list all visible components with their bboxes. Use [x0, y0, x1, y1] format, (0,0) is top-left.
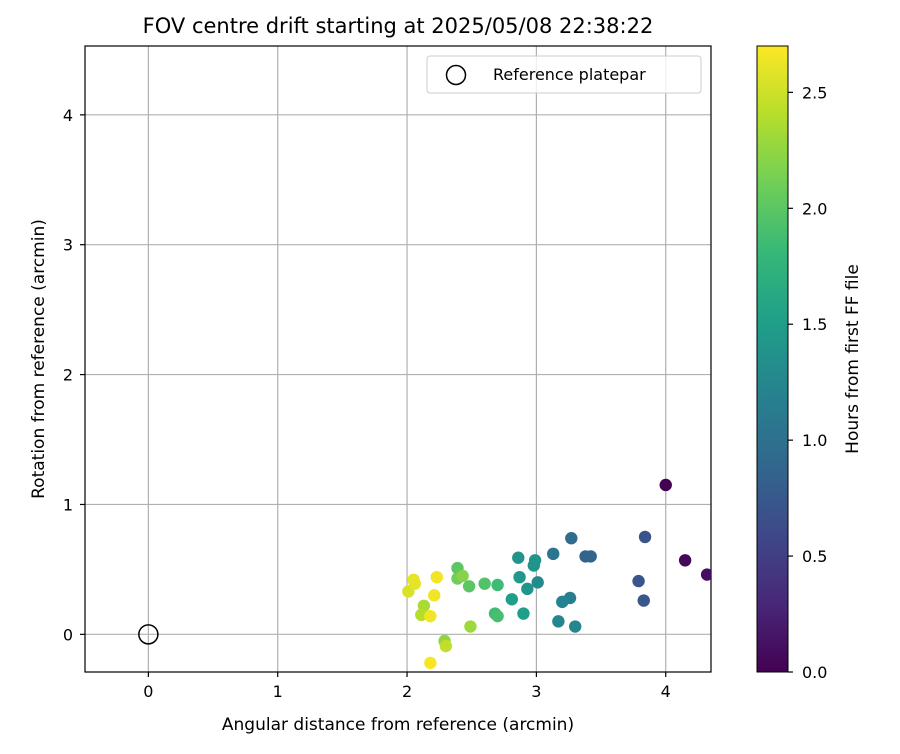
scatter-point — [678, 554, 692, 567]
y-tick-label: 0 — [63, 625, 73, 644]
scatter-point — [424, 656, 437, 670]
colorbar-tick-label: 1.5 — [802, 315, 827, 334]
scatter-point — [491, 609, 504, 623]
legend-entry-label: Reference platepar — [493, 65, 646, 84]
scatter-point — [552, 615, 565, 628]
colorbar-tick-label: 0.5 — [802, 547, 827, 566]
colorbar-tick-label: 0.0 — [802, 663, 827, 682]
scatter-point — [424, 609, 437, 623]
colorbar-label: Hours from first FF file — [843, 264, 863, 454]
scatter-point — [659, 478, 672, 492]
y-tick-label: 1 — [63, 495, 73, 514]
chart-title: FOV centre drift starting at 2025/05/08 … — [143, 14, 654, 38]
y-tick-label: 4 — [63, 106, 73, 125]
scatter-point — [513, 570, 526, 584]
scatter-point — [638, 530, 652, 544]
scatter-point — [565, 532, 578, 545]
scatter-point — [439, 639, 453, 653]
scatter-point — [521, 582, 534, 596]
y-axis-label: Rotation from reference (arcmin) — [29, 219, 49, 499]
scatter-points — [402, 478, 711, 670]
colorbar-ticks: 0.0 0.5 1.0 1.5 2.0 2.5 — [788, 83, 827, 682]
scatter-point — [547, 547, 560, 561]
legend-box — [426, 55, 702, 94]
grid-lines — [85, 46, 711, 672]
plot-area-frame — [84, 45, 712, 673]
scatter-point — [505, 593, 519, 606]
scatter-point — [491, 578, 504, 592]
scatter-point — [637, 594, 650, 607]
x-tick-label: 0 — [143, 682, 153, 701]
x-axis-label: Angular distance from reference (arcmin) — [222, 715, 574, 735]
scatter-point — [464, 620, 477, 633]
y-tick-label: 3 — [63, 236, 73, 255]
scatter-point — [408, 577, 422, 590]
scatter-point — [700, 568, 711, 581]
y-tick-label: 2 — [63, 366, 73, 385]
scatter-point — [531, 576, 544, 589]
colorbar-tick-label: 2.0 — [802, 199, 827, 218]
scatter-point — [556, 595, 569, 609]
x-axis-ticks: 0 1 2 3 4 — [143, 672, 671, 701]
scatter-point — [517, 607, 530, 620]
scatter-point — [632, 574, 645, 588]
scatter-point — [478, 577, 491, 590]
x-tick-label: 3 — [531, 682, 541, 701]
scatter-point — [568, 620, 582, 633]
legend-marker-open-circle — [445, 64, 467, 86]
scatter-point — [512, 551, 525, 564]
x-tick-label: 1 — [273, 682, 283, 701]
scatter-point — [430, 570, 444, 584]
scatter-point — [462, 580, 476, 593]
reference-platepar-marker — [138, 624, 159, 645]
scatter-point — [428, 589, 441, 602]
colorbar-tick-label: 2.5 — [802, 83, 827, 102]
colorbar-tick-label: 1.0 — [802, 431, 827, 450]
scatter-point — [584, 550, 597, 563]
scatter-point — [527, 559, 541, 572]
x-tick-label: 4 — [661, 682, 671, 701]
x-tick-label: 2 — [402, 682, 412, 701]
colorbar — [756, 45, 789, 673]
scatter-point — [456, 569, 469, 583]
legend: Reference platepar — [426, 55, 702, 94]
y-axis-ticks: 0 1 2 3 4 — [63, 106, 85, 644]
scatter-point — [415, 608, 428, 622]
